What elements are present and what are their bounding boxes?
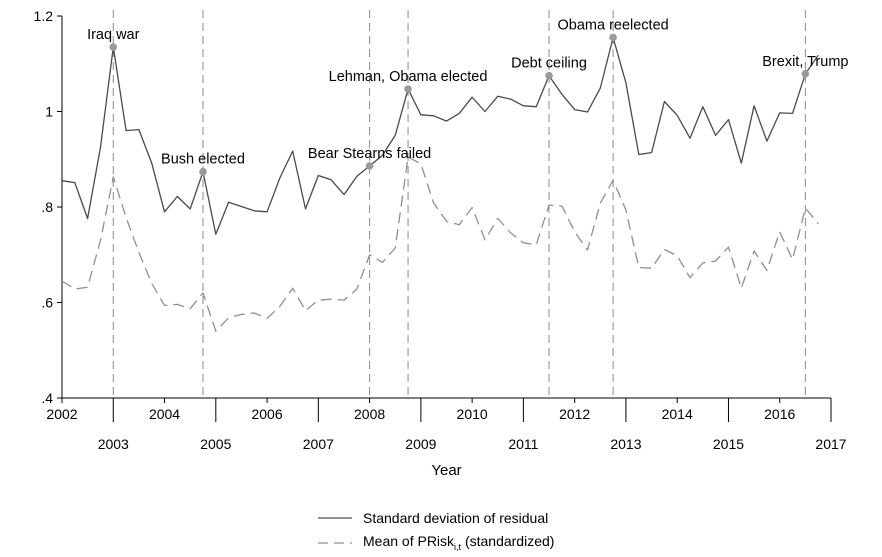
x-tick-label: 2002 [46,406,77,422]
x-tick-label: 2011 [508,436,538,452]
event-label: Obama reelected [557,17,668,33]
event-label: Lehman, Obama elected [329,69,488,85]
legend-label-mean-prisk-sub: i,t [454,541,462,552]
legend-swatch-dashed [318,541,352,544]
event-markers [109,33,810,176]
y-tick-label: .8 [41,199,53,215]
x-tick-label: 2007 [303,436,334,452]
x-tick-label: 2013 [610,436,641,452]
legend-item-std-dev: Standard deviation of residual [318,505,718,530]
legend-label-mean-prisk-main: Mean of PRisk [363,533,455,550]
series-line-std-dev [61,36,819,235]
y-tick-label: 1 [45,104,53,120]
legend: Standard deviation of residual Mean of P… [318,505,718,555]
event-marker [109,43,118,51]
event-label: Iraq war [87,27,140,43]
legend-label-mean-prisk: Mean of PRiski,t (standardized) [363,533,554,552]
event-label: Bear Stearns failed [308,146,431,162]
event-label: Brexit, Trump [762,54,848,70]
x-tick-label: 2008 [354,406,385,422]
y-tick-label: 1.2 [34,8,54,24]
event-marker [404,85,412,93]
x-tick-label: 2016 [764,406,795,422]
x-tick-label: 2003 [98,436,129,452]
legend-label-std-dev: Standard deviation of residual [363,509,549,526]
event-marker [545,71,553,80]
event-annotations: Iraq war Bush elected Bear Stearns failed L… [87,17,848,167]
x-tick-label: 2005 [200,436,231,452]
x-tick-label: 2014 [662,406,693,422]
event-marker [801,69,810,78]
series-layer [61,36,819,332]
x-tick-label: 2010 [457,406,488,422]
y-tick-label: .4 [41,390,53,406]
legend-swatch-solid [318,516,352,519]
x-tick-label: 2004 [149,406,180,422]
event-label: Debt ceiling [511,56,587,72]
event-marker [199,167,207,176]
x-tick-label: 2006 [251,406,282,422]
event-marker [609,33,617,42]
x-tick-label: 2017 [815,436,846,452]
x-tick-label: 2009 [405,436,436,452]
y-tick-label: .6 [41,295,53,311]
x-tick-label: 2015 [713,436,744,452]
legend-label-mean-prisk-suffix: (standardized) [461,533,555,550]
x-tick-label: 2012 [559,406,590,422]
event-marker [365,162,374,170]
event-label: Bush elected [161,152,245,168]
axes: .4 .6 .8 1 1.2 2002 2003 2004 2005 2006 2007 2008 20… [34,8,847,452]
x-axis-title: Year [431,462,461,479]
legend-item-mean-prisk: Mean of PRiski,t (standardized) [318,530,718,555]
series-line-mean-prisk [61,156,819,332]
